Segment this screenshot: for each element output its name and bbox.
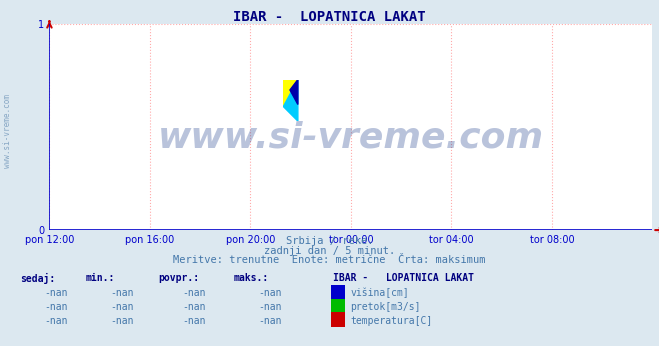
Text: -nan: -nan bbox=[44, 302, 68, 312]
Text: -nan: -nan bbox=[183, 316, 206, 326]
Polygon shape bbox=[290, 80, 298, 104]
Text: -nan: -nan bbox=[44, 316, 68, 326]
Text: www.si-vreme.com: www.si-vreme.com bbox=[3, 94, 13, 169]
Text: sedaj:: sedaj: bbox=[20, 273, 55, 284]
Text: -nan: -nan bbox=[110, 316, 134, 326]
Polygon shape bbox=[283, 80, 298, 121]
Text: -nan: -nan bbox=[258, 316, 282, 326]
Text: -nan: -nan bbox=[44, 288, 68, 298]
Text: temperatura[C]: temperatura[C] bbox=[351, 316, 433, 326]
Text: IBAR -  LOPATNICA LAKAT: IBAR - LOPATNICA LAKAT bbox=[233, 10, 426, 24]
Text: min.:: min.: bbox=[86, 273, 115, 283]
Text: -nan: -nan bbox=[258, 302, 282, 312]
Text: višina[cm]: višina[cm] bbox=[351, 288, 409, 298]
Text: www.si-vreme.com: www.si-vreme.com bbox=[158, 120, 544, 154]
Text: povpr.:: povpr.: bbox=[158, 273, 199, 283]
Text: maks.:: maks.: bbox=[234, 273, 269, 283]
Text: -nan: -nan bbox=[110, 288, 134, 298]
Text: -nan: -nan bbox=[110, 302, 134, 312]
Polygon shape bbox=[283, 80, 298, 107]
Text: -nan: -nan bbox=[258, 288, 282, 298]
Text: IBAR -   LOPATNICA LAKAT: IBAR - LOPATNICA LAKAT bbox=[333, 273, 474, 283]
Text: pretok[m3/s]: pretok[m3/s] bbox=[351, 302, 421, 312]
Text: zadnji dan / 5 minut.: zadnji dan / 5 minut. bbox=[264, 246, 395, 256]
Text: -nan: -nan bbox=[183, 302, 206, 312]
Text: Meritve: trenutne  Enote: metrične  Črta: maksimum: Meritve: trenutne Enote: metrične Črta: … bbox=[173, 255, 486, 265]
Text: Srbija / reke.: Srbija / reke. bbox=[286, 236, 373, 246]
Text: -nan: -nan bbox=[183, 288, 206, 298]
